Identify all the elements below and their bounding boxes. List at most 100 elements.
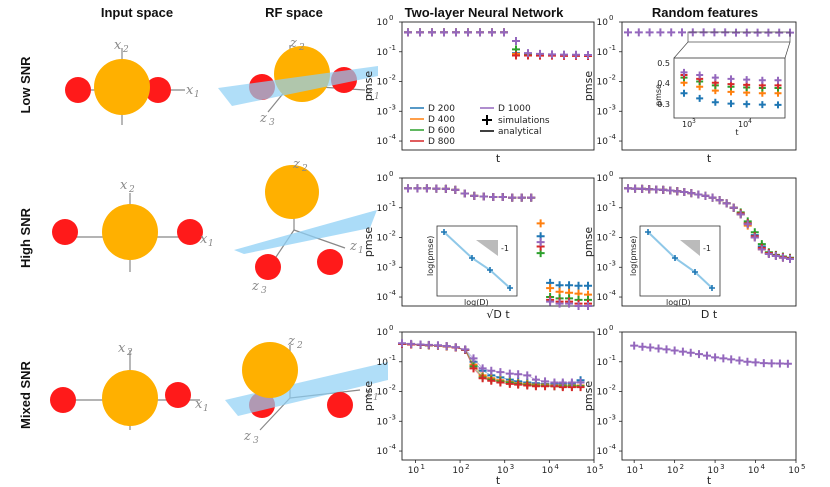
data-point xyxy=(460,189,469,198)
ytick-label: 10 xyxy=(377,204,389,214)
data-point xyxy=(424,340,433,349)
axes-frame xyxy=(621,177,797,307)
z1-sub: 1 xyxy=(358,246,364,256)
data-point xyxy=(478,364,487,373)
data-point xyxy=(500,28,508,37)
ytick-exp: 0 xyxy=(389,170,393,178)
data-point xyxy=(736,210,745,219)
data-point xyxy=(536,219,545,228)
x1-label: x xyxy=(200,232,208,247)
ytick-label: 10 xyxy=(377,293,389,303)
data-point xyxy=(576,378,585,387)
data-point xyxy=(541,377,550,386)
data-point xyxy=(631,184,640,193)
decision-plane xyxy=(225,362,388,416)
data-point xyxy=(753,28,762,37)
inset-point xyxy=(758,76,766,84)
xtick-exp: 3 xyxy=(510,463,514,471)
x2-label: x xyxy=(120,178,128,193)
data-point xyxy=(517,193,526,202)
data-point xyxy=(638,342,647,351)
col-title-neural-network: Two-layer Neural Network xyxy=(405,5,564,20)
data-point xyxy=(702,351,711,360)
ytick-label: 10 xyxy=(377,137,389,147)
data-point xyxy=(555,299,564,308)
data-point xyxy=(398,339,406,348)
data-point xyxy=(722,199,731,208)
x-axis-label: t xyxy=(496,152,501,165)
outer-cluster-left xyxy=(65,77,91,103)
axes-frame xyxy=(621,331,797,461)
zoom-xtick-1: 10 xyxy=(738,120,748,129)
slope-value: -1 xyxy=(703,244,711,253)
data-point xyxy=(654,344,663,353)
inset-point xyxy=(727,100,735,108)
x1-sub: 1 xyxy=(208,239,214,249)
data-point xyxy=(413,184,422,193)
ytick-label: 10 xyxy=(377,447,389,457)
slope-triangle xyxy=(476,240,498,256)
decision-plane xyxy=(218,66,378,106)
data-point xyxy=(764,28,773,37)
ytick-label: 10 xyxy=(597,358,609,368)
ytick-exp: -1 xyxy=(609,354,616,362)
ytick-label: 10 xyxy=(377,388,389,398)
data-point xyxy=(757,245,766,254)
data-point xyxy=(719,354,728,363)
data-point xyxy=(742,28,751,37)
rf-space-high-snr: z 2 z 1 z 3 xyxy=(234,157,377,296)
data-point xyxy=(487,366,496,375)
inset-point xyxy=(758,101,766,109)
z2-label: z xyxy=(289,36,297,51)
ytick-exp: -4 xyxy=(609,443,617,451)
data-point xyxy=(630,341,639,350)
ytick-exp: -4 xyxy=(609,133,617,141)
ytick-exp: -4 xyxy=(389,289,397,297)
data-point xyxy=(476,28,484,37)
ytick-label: 10 xyxy=(377,48,389,58)
ytick-exp: 0 xyxy=(609,324,613,332)
z1-label: z xyxy=(364,386,372,401)
data-point xyxy=(743,357,752,366)
axes-frame xyxy=(401,177,595,307)
ytick-exp: -3 xyxy=(389,103,396,111)
ytick-exp: -2 xyxy=(389,74,396,82)
data-point xyxy=(428,28,436,37)
x-axis-label: D t xyxy=(701,308,718,321)
data-point xyxy=(767,359,776,368)
xtick-label: 10 xyxy=(707,466,719,476)
ytick-exp: 0 xyxy=(389,324,393,332)
x-axis-label: t xyxy=(707,152,712,165)
col-title-random-features: Random features xyxy=(652,5,758,20)
slope-markers xyxy=(441,229,513,291)
z2-sub: 2 xyxy=(301,164,308,174)
ytick-exp: -4 xyxy=(389,133,397,141)
col-title-input-space: Input space xyxy=(101,5,173,20)
data-point xyxy=(452,28,460,37)
inset-point xyxy=(743,76,751,84)
data-point xyxy=(441,184,450,193)
slope-inset-ylabel: log(pmse) xyxy=(426,236,435,276)
xtick-label: 10 xyxy=(452,466,464,476)
ytick-label: 10 xyxy=(377,174,389,184)
data-point xyxy=(775,28,784,37)
z3-sub: 3 xyxy=(269,118,275,128)
input-space-high-snr: x 2 x 1 xyxy=(52,178,214,272)
inset-point xyxy=(680,68,688,76)
ytick-exp: -3 xyxy=(609,103,616,111)
inset-point xyxy=(696,94,704,102)
zoom-inset-frame xyxy=(673,57,786,119)
inset-point xyxy=(743,100,751,108)
data-point xyxy=(488,28,496,37)
rf-space-low-snr: z 2 z 1 z 3 xyxy=(218,36,380,128)
data-point xyxy=(656,28,665,37)
axes-frame xyxy=(401,331,595,461)
data-point xyxy=(786,254,794,263)
zoom-ytick-1: 0.4 xyxy=(657,79,670,88)
ytick-exp: -3 xyxy=(609,259,616,267)
z3-label: z xyxy=(243,429,251,444)
data-point xyxy=(771,251,780,260)
xtick-exp: 5 xyxy=(801,463,805,471)
